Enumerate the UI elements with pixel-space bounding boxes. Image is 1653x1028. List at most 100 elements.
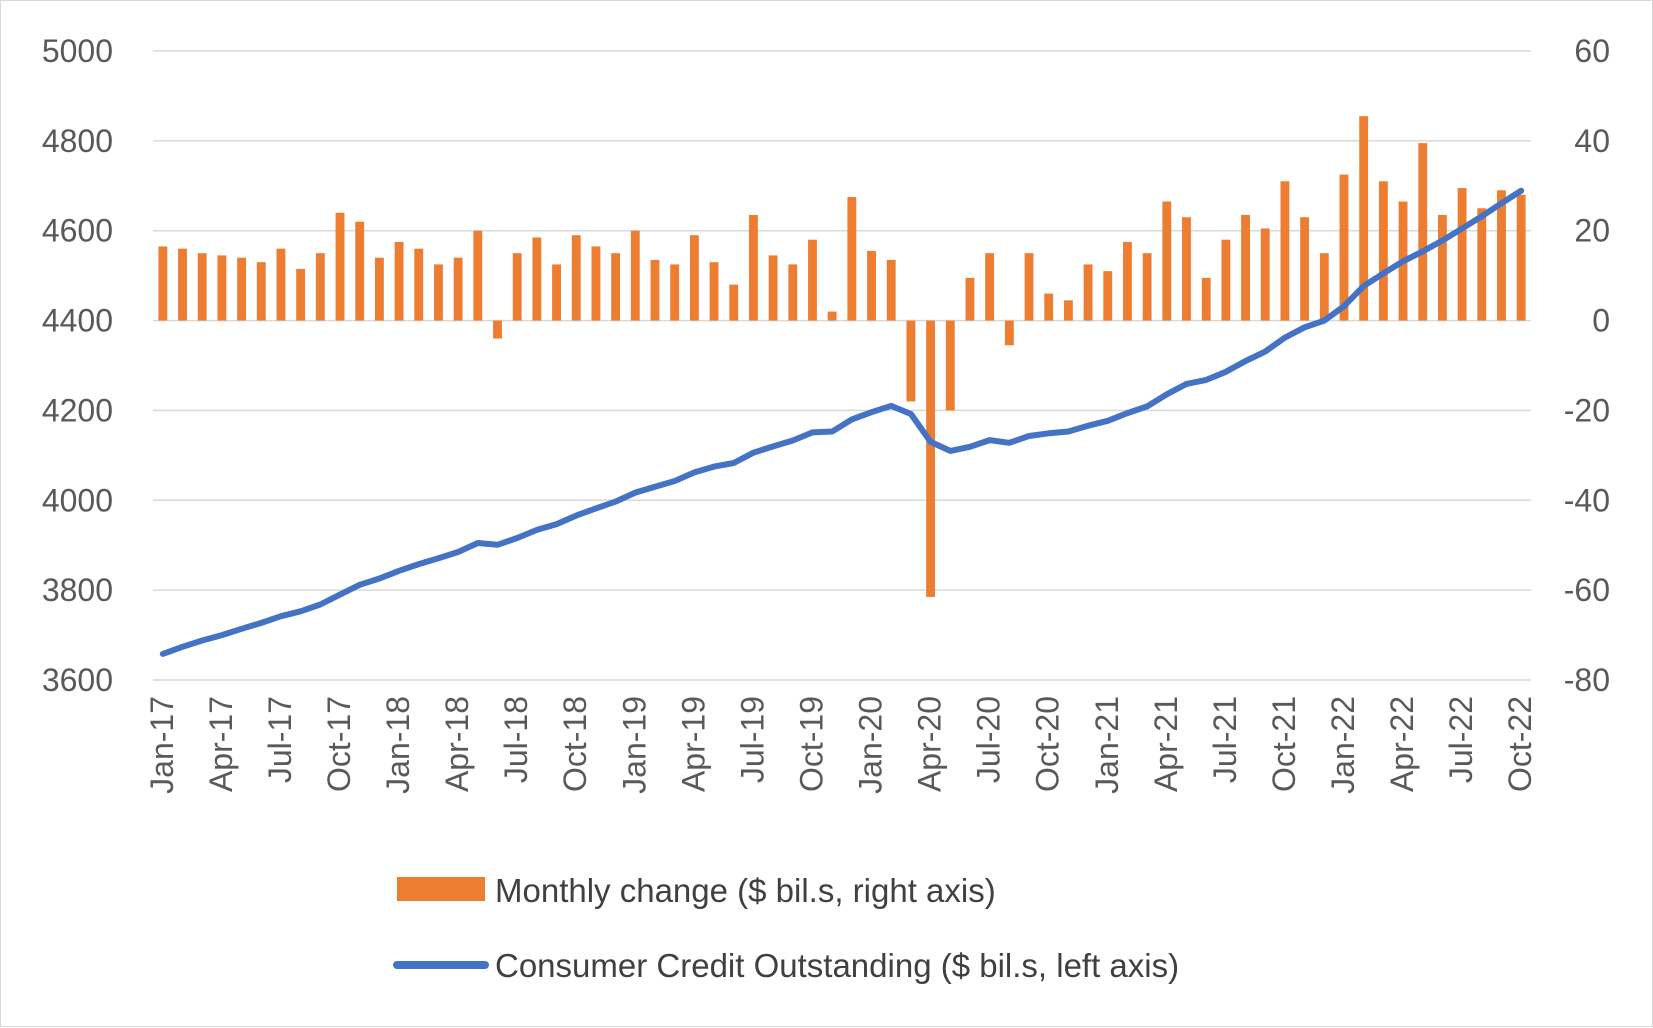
bar-monthly-change [1437,214,1447,321]
legend: Monthly change ($ bil.s, right axis) Con… [393,872,1179,984]
bar-monthly-change [867,250,876,321]
bar-monthly-change [473,230,483,321]
bar-monthly-change [1063,300,1073,321]
bar-monthly-change [1339,174,1349,321]
bar-monthly-change [374,257,384,321]
bar-monthly-change [552,264,561,321]
x-axis-tick-label: Oct-22 [1502,696,1538,792]
x-axis-tick-label: Apr-19 [675,696,711,792]
bar-monthly-change [276,248,286,321]
bar-monthly-change [847,197,857,321]
line-consumer-credit [159,187,1525,657]
right-axis-tick-label: 40 [1574,123,1610,159]
bar-monthly-change [1044,293,1054,321]
x-axis-tick-label: Oct-21 [1266,696,1302,792]
x-axis-tick-label: Jul-20 [971,696,1007,783]
bar-monthly-change [1083,264,1093,321]
bar-monthly-change [1162,201,1172,321]
x-axis-tick-label: Apr-17 [203,696,239,792]
bar-monthly-change [1201,277,1211,321]
bar-monthly-change [748,214,758,321]
x-axis-tick-label: Apr-20 [912,696,948,792]
bar-series-monthly-change [158,116,1526,597]
bar-monthly-change [906,320,916,402]
bar-monthly-change [611,253,621,321]
bar-monthly-change [237,257,247,321]
bar-monthly-change [256,262,266,321]
x-axis-tick-label: Jan-19 [616,696,652,794]
bar-monthly-change [217,255,227,321]
bar-monthly-change [197,253,207,321]
bar-monthly-change [965,277,975,321]
left-axis-tick-label: 4800 [42,123,113,159]
bar-monthly-change [1319,253,1329,321]
bar-monthly-change [335,212,345,321]
bar-monthly-change [709,262,719,321]
left-axis-tick-label: 4200 [42,392,113,428]
bar-monthly-change [355,221,365,321]
x-axis-tick-label: Apr-22 [1384,696,1420,792]
bar-monthly-change [1260,228,1270,321]
bar-monthly-change [1182,217,1191,321]
bar-monthly-change [1378,181,1388,321]
bar-monthly-change [1280,181,1290,321]
left-axis-tick-label: 5000 [42,33,113,69]
bar-monthly-change [571,235,581,321]
left-axis-tick-label: 3800 [42,572,113,608]
right-axis-tick-label: 20 [1574,213,1610,249]
bar-monthly-change [1024,253,1034,321]
bar-monthly-change [985,253,995,321]
bar-monthly-change [808,239,817,321]
right-axis-tick-label: -60 [1564,572,1610,608]
x-axis-tick-label: Apr-18 [439,696,475,792]
bar-monthly-change [296,268,306,321]
left-axis-tick-label: 3600 [42,662,113,698]
left-axis-tick-labels: 5000 4800 4600 4400 4200 4000 3800 3600 [42,33,113,698]
bar-monthly-change [1359,116,1369,321]
right-axis-tick-label: -80 [1564,662,1610,698]
bar-monthly-change [630,230,640,321]
bar-monthly-change [1477,208,1487,321]
bar-monthly-change [453,257,463,321]
bar-monthly-change [788,264,798,321]
left-axis-tick-label: 4600 [42,213,113,249]
bar-monthly-change [158,246,168,321]
bar-monthly-change [945,320,955,411]
legend-swatch-monthly-change [397,877,485,901]
right-axis-tick-label: 0 [1592,303,1610,339]
bar-monthly-change [1123,241,1132,321]
gridlines [153,50,1531,681]
x-axis-tick-labels: Jan-17 Apr-17 Jul-17 Oct-17 Jan-18 Apr-18 Jul-… [144,696,1538,794]
bar-monthly-change [1103,271,1113,321]
legend-label-consumer-credit: Consumer Credit Outstanding ($ bil.s, le… [495,947,1179,984]
x-axis-tick-label: Jul-19 [734,696,770,783]
bar-monthly-change [493,320,502,339]
bar-monthly-change [886,259,896,321]
bar-monthly-change [670,264,680,321]
bar-monthly-change [1516,194,1526,321]
bar-monthly-change [532,237,542,321]
right-axis-tick-label: -40 [1564,482,1610,518]
left-axis-tick-label: 4000 [42,482,113,518]
right-axis-tick-labels: 60 40 20 0 -20 -40 -60 -80 [1564,33,1610,698]
legend-label-monthly-change: Monthly change ($ bil.s, right axis) [495,872,996,909]
bar-monthly-change [414,248,424,321]
x-axis-tick-label: Jan-22 [1325,696,1361,794]
bar-monthly-change [729,284,739,321]
x-axis-tick-label: Oct-17 [321,696,357,792]
bar-monthly-change [394,241,404,321]
bar-monthly-change [512,253,522,321]
bar-monthly-change [827,311,837,321]
x-axis-tick-label: Apr-21 [1148,696,1184,792]
bar-monthly-change [315,253,325,321]
bar-monthly-change [1497,190,1506,321]
x-axis-tick-label: Jul-22 [1443,696,1479,783]
x-axis-tick-label: Jul-17 [262,696,298,783]
x-axis-tick-label: Oct-19 [794,696,830,792]
bar-monthly-change [1142,253,1152,321]
bar-monthly-change [434,264,443,321]
bar-monthly-change [1004,320,1014,346]
bar-monthly-change [591,246,601,321]
